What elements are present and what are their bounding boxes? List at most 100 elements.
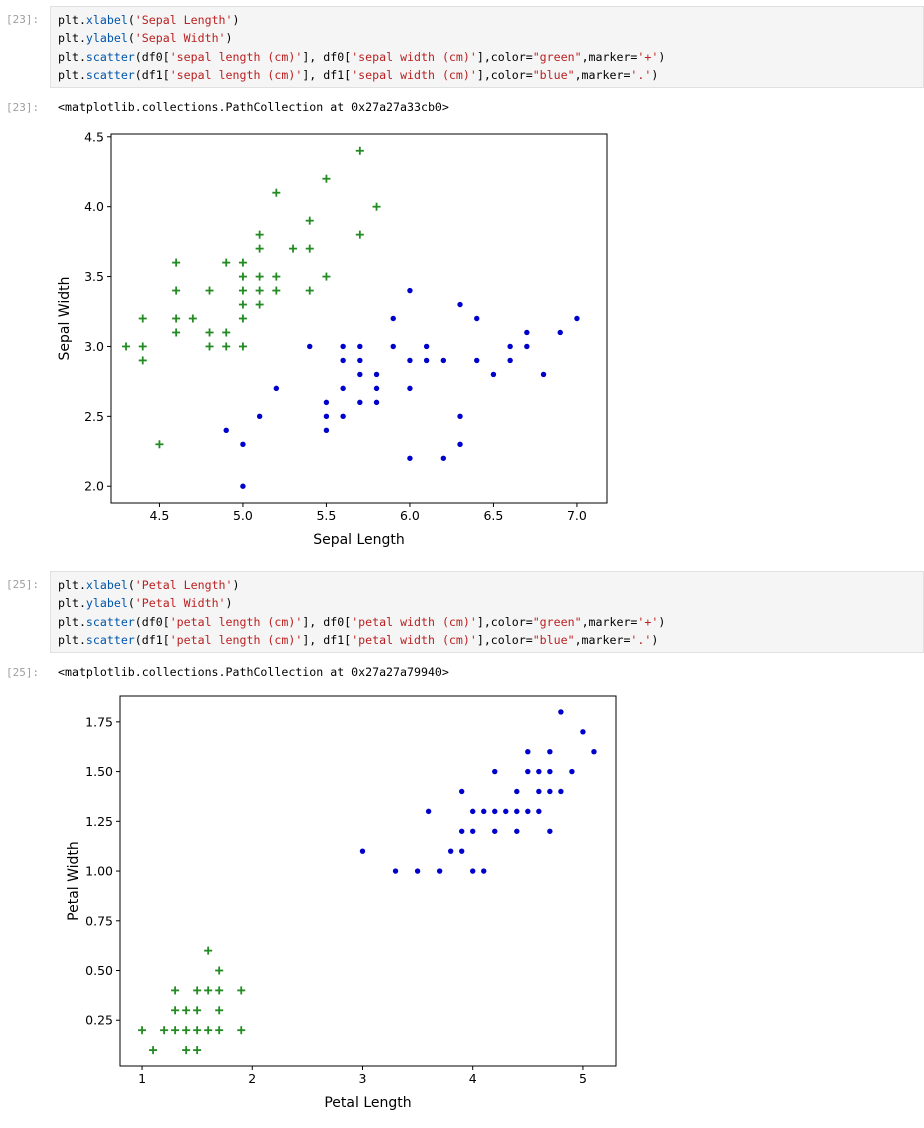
plus-marker-point	[193, 1046, 202, 1055]
code-token: 'Sepal Length'	[134, 13, 233, 27]
plus-marker-point	[172, 258, 181, 267]
code-token: )	[232, 578, 240, 592]
dot-marker-point	[340, 343, 346, 350]
code-token: xlabel	[85, 578, 128, 592]
plus-marker-point	[171, 1026, 180, 1035]
x-tick-label: 5	[579, 1071, 587, 1086]
dot-marker-point	[273, 385, 280, 392]
code-token: (df0[	[134, 614, 170, 629]
code-token: plt.	[58, 614, 86, 629]
output-prompt: [23]:	[6, 101, 40, 114]
dot-marker-point	[447, 848, 454, 854]
code-token: "green"	[532, 49, 582, 64]
plot-frame	[119, 695, 617, 1067]
code-token: "blue"	[532, 632, 575, 647]
dot-marker-point	[547, 768, 553, 775]
dot-marker-point	[557, 329, 563, 336]
plus-marker-point	[272, 272, 281, 281]
code-token: ylabel	[85, 596, 128, 611]
dot-marker-point	[525, 768, 531, 775]
code-token: ], df1[	[302, 67, 352, 82]
code-token: 'sepal length (cm)'	[169, 49, 303, 64]
x-tick-label: 1	[138, 1071, 146, 1086]
dot-marker-point	[492, 828, 498, 834]
code-line: plt.scatter(df0['petal length (cm)'], df…	[58, 613, 916, 631]
dot-marker-point	[357, 343, 363, 350]
plus-marker-point	[255, 272, 264, 281]
dot-marker-point	[423, 343, 430, 350]
code-token: '+'	[637, 49, 659, 64]
x-tick-label: 3	[359, 1071, 367, 1086]
code-token: ], df0[	[302, 614, 352, 629]
code-line: plt.scatter(df0['sepal length (cm)'], df…	[58, 48, 916, 66]
sepal-scatter-plot: 4.5 5.0 5.5 6.0 6.5 7.0 2.0 2.5 3.0 3.5 4.0 4.5 Sepa…	[57, 129, 608, 548]
x-tick-label: 7.0	[567, 508, 587, 523]
dot-marker-point	[423, 357, 430, 364]
code-token: ],color=	[476, 49, 533, 64]
plus-marker-point	[322, 272, 331, 281]
plus-marker-point	[238, 342, 247, 351]
code-cell-input[interactable]: plt.xlabel('Sepal Length') plt.ylabel('Se…	[50, 6, 924, 88]
code-token: 'sepal width (cm)'	[351, 49, 477, 64]
code-line: plt.scatter(df1['petal length (cm)'], df…	[58, 631, 916, 649]
code-token: )	[658, 614, 666, 629]
code-token: ], df1[	[302, 632, 352, 647]
dot-marker-point	[558, 788, 564, 795]
plus-marker-point	[305, 244, 314, 253]
dot-marker-point	[536, 768, 542, 775]
y-tick-label: 3.5	[84, 269, 104, 284]
dot-marker-point	[558, 709, 564, 715]
plus-marker-point	[205, 328, 214, 337]
code-token: plt.	[58, 596, 86, 611]
plus-marker-point	[238, 272, 247, 281]
plus-marker-point	[222, 342, 231, 351]
dot-marker-point	[340, 413, 346, 420]
dot-marker-point	[425, 808, 432, 815]
dot-marker-point	[407, 357, 413, 364]
code-token: (df1[	[134, 632, 170, 647]
dot-marker-point	[340, 357, 346, 364]
code-token: '.'	[630, 67, 652, 82]
code-token: (df1[	[134, 67, 170, 82]
dot-marker-point	[524, 329, 530, 336]
plus-marker-point	[372, 202, 381, 211]
code-token: )	[225, 596, 233, 611]
code-token: plt.	[58, 578, 86, 592]
code-token: scatter	[85, 49, 135, 64]
dot-marker-point	[458, 828, 465, 834]
dot-marker-point	[458, 788, 465, 795]
plus-marker-point	[222, 258, 231, 267]
code-token: (	[127, 31, 135, 46]
plus-marker-point	[215, 966, 224, 975]
y-tick-label: 4.5	[84, 129, 104, 144]
dot-marker-point	[591, 748, 597, 755]
code-cell-input[interactable]: plt.xlabel('Petal Length') plt.ylabel('Pe…	[50, 571, 924, 653]
plus-marker-point	[215, 1006, 224, 1015]
code-token: 'petal length (cm)'	[169, 614, 303, 629]
plus-marker-point	[238, 286, 247, 295]
dot-marker-point	[323, 427, 330, 434]
code-line: plt.xlabel('Petal Length')	[58, 576, 916, 594]
dot-marker-point	[323, 399, 330, 406]
x-tick-label: 5.0	[233, 508, 253, 523]
plus-marker-point	[172, 314, 181, 323]
plus-marker-point	[193, 1026, 202, 1035]
plus-marker-point	[193, 1006, 202, 1015]
code-token: (	[127, 578, 135, 592]
x-tick-label: 4	[469, 1071, 477, 1086]
code-token: "blue"	[532, 67, 575, 82]
dot-marker-point	[357, 399, 363, 406]
plus-marker-point	[205, 342, 214, 351]
x-axis-label: Sepal Length	[313, 532, 405, 548]
code-token: 'petal length (cm)'	[169, 632, 303, 647]
dot-marker-point	[359, 848, 366, 854]
dot-marker-point	[470, 808, 476, 815]
code-line: plt.xlabel('Sepal Length')	[58, 11, 916, 29]
code-line: plt.ylabel('Sepal Width')	[58, 29, 916, 47]
dot-marker-point	[307, 343, 313, 350]
y-tick-label: 0.50	[85, 963, 113, 978]
dot-marker-point	[240, 483, 246, 489]
plus-marker-point	[138, 342, 147, 351]
dot-marker-point	[490, 371, 497, 378]
